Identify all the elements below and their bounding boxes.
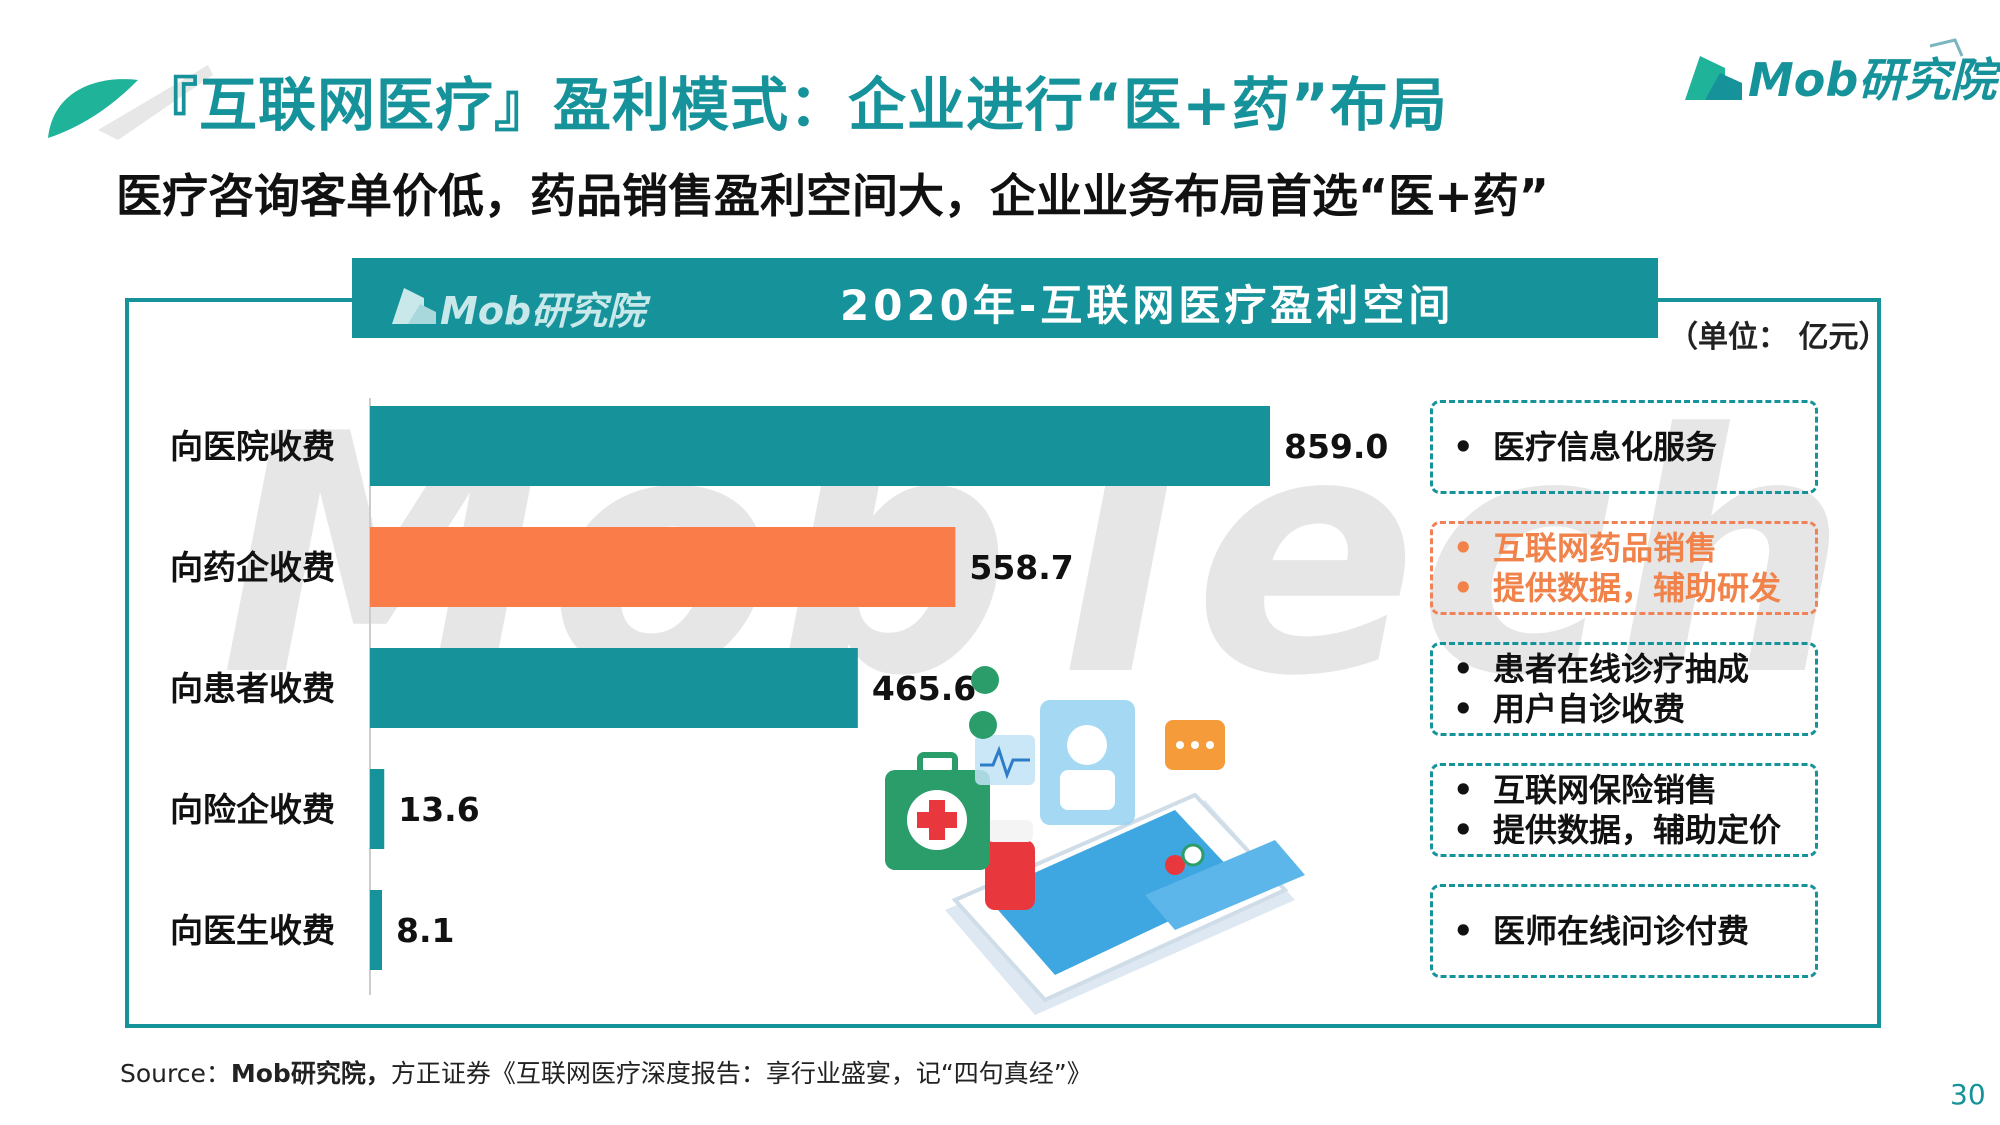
annotation-line: • 医师在线问诊付费 <box>1453 911 1815 951</box>
unit-label: （单位： 亿元） <box>1668 320 1889 355</box>
annotation-box: • 互联网保险销售 • 提供数据，辅助定价 <box>1430 763 1818 857</box>
category-label: 向医生收费 <box>170 911 335 950</box>
value-label: 465.6 <box>872 669 976 708</box>
band-logo-text: Mob研究院 <box>440 289 646 333</box>
bullet-icon: • <box>1453 428 1474 466</box>
phone-medical-illustration <box>885 666 1305 1015</box>
annotation-line: • 互联网保险销售 <box>1453 770 1815 810</box>
bullet-icon: • <box>1453 811 1474 849</box>
annotation-box: • 医师在线问诊付费 <box>1430 884 1818 978</box>
annotation-line: • 提供数据，辅助研发 <box>1453 568 1815 608</box>
annotation-line: • 提供数据，辅助定价 <box>1453 810 1815 850</box>
annotation-text: 患者在线诊疗抽成 <box>1493 650 1750 688</box>
annotation-line: • 医疗信息化服务 <box>1453 427 1815 467</box>
annotation-box: • 医疗信息化服务 <box>1430 400 1818 494</box>
value-label: 13.6 <box>398 790 479 829</box>
annotation-line: • 用户自诊收费 <box>1453 689 1815 729</box>
annotation-text: 用户自诊收费 <box>1493 690 1686 728</box>
category-label: 向患者收费 <box>170 669 335 708</box>
annotation-box: • 患者在线诊疗抽成 • 用户自诊收费 <box>1430 642 1818 736</box>
annotation-text: 医疗信息化服务 <box>1493 428 1718 466</box>
mob-logo-icon <box>1685 38 1964 100</box>
source-bold: Mob研究院， <box>230 1059 391 1088</box>
chart-header-band <box>352 258 1658 338</box>
annotation-text: 互联网药品销售 <box>1493 529 1718 567</box>
bar <box>370 406 1270 486</box>
annotation-line: • 互联网药品销售 <box>1453 528 1815 568</box>
bar <box>370 890 382 970</box>
chart-title: 2020年-互联网医疗盈利空间 <box>840 281 1455 330</box>
bullet-icon: • <box>1453 529 1474 567</box>
value-label: 859.0 <box>1284 427 1388 466</box>
annotation-text: 互联网保险销售 <box>1493 771 1718 809</box>
band-mob-logo-icon <box>392 288 436 324</box>
category-label: 向医院收费 <box>170 427 335 466</box>
bullet-icon: • <box>1453 650 1474 688</box>
bar <box>370 769 385 849</box>
category-label: 向险企收费 <box>170 790 335 829</box>
value-label: 558.7 <box>969 548 1073 587</box>
bullet-icon: • <box>1453 569 1474 607</box>
annotation-box: • 互联网药品销售 • 提供数据，辅助研发 <box>1430 521 1818 615</box>
bullet-icon: • <box>1453 771 1474 809</box>
source-citation: Source：Mob研究院，方正证券《互联网医疗深度报告：享行业盛宴，记“四句真… <box>120 1054 1092 1090</box>
annotation-text: 提供数据，辅助研发 <box>1493 569 1782 607</box>
annotation-text: 提供数据，辅助定价 <box>1493 811 1782 849</box>
source-prefix: Source： <box>120 1059 231 1088</box>
bar <box>370 527 956 607</box>
page-number: 30 <box>1950 1078 1986 1111</box>
leaf-logo-icon <box>48 65 213 140</box>
bar <box>370 648 858 728</box>
page-subtitle: 医疗咨询客单价低，药品销售盈利空间大，企业业务布局首选“医+药” <box>116 169 1550 223</box>
bullet-icon: • <box>1453 912 1474 950</box>
value-label: 8.1 <box>396 911 454 950</box>
bullet-icon: • <box>1453 690 1474 728</box>
category-label: 向药企收费 <box>170 548 335 587</box>
page-title: 『互联网医疗』盈利模式：企业进行“医+药”布局 <box>140 71 1448 139</box>
source-rest: 方正证券《互联网医疗深度报告：享行业盛宴，记“四句真经”》 <box>390 1059 1092 1088</box>
brand-name: Mob研究院 <box>1748 53 1997 107</box>
annotation-line: • 患者在线诊疗抽成 <box>1453 649 1815 689</box>
annotation-text: 医师在线问诊付费 <box>1493 912 1750 950</box>
